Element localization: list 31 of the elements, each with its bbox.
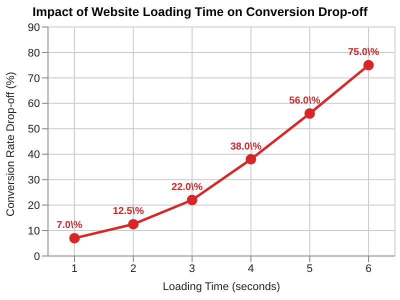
x-tick-label: 2 xyxy=(130,262,136,275)
x-tick-label: 5 xyxy=(306,262,313,275)
y-tick-label: 80 xyxy=(28,47,40,60)
point xyxy=(128,218,139,230)
x-tick-label: 1 xyxy=(71,262,78,275)
y-tick-label: 90 xyxy=(28,22,40,34)
y-axis-title: Conversion Rate Drop-off (%) xyxy=(4,72,17,216)
y-tick-label: 30 xyxy=(28,174,40,187)
data-label: 7.0\% xyxy=(56,220,82,232)
data-label: 56.0\% xyxy=(289,96,320,107)
y-tick-label: 40 xyxy=(28,149,40,162)
y-tick-label: 10 xyxy=(28,225,40,238)
y-tick-label: 0 xyxy=(34,250,40,263)
x-tick-label: 4 xyxy=(248,262,254,275)
x-tick-label: 3 xyxy=(189,262,196,275)
data-label: 12.5\% xyxy=(112,206,144,218)
x-axis-title: Loading Time (seconds) xyxy=(162,281,280,293)
point xyxy=(304,108,315,119)
chart-title: Impact of Website Loading Time on Conversion Drop-off xyxy=(32,5,368,19)
point xyxy=(186,194,198,206)
point xyxy=(363,60,374,70)
x-tick-label: 6 xyxy=(365,262,372,275)
y-tick-label: 20 xyxy=(28,200,40,212)
y-tick-label: 60 xyxy=(28,98,40,110)
data-label: 38.0\% xyxy=(230,141,262,152)
data-label: 75.0\% xyxy=(348,47,380,58)
point xyxy=(246,154,256,165)
point xyxy=(69,232,80,244)
y-tick-label: 70 xyxy=(28,72,40,85)
y-tick-label: 50 xyxy=(28,124,40,136)
data-label: 22.0\% xyxy=(172,182,203,194)
